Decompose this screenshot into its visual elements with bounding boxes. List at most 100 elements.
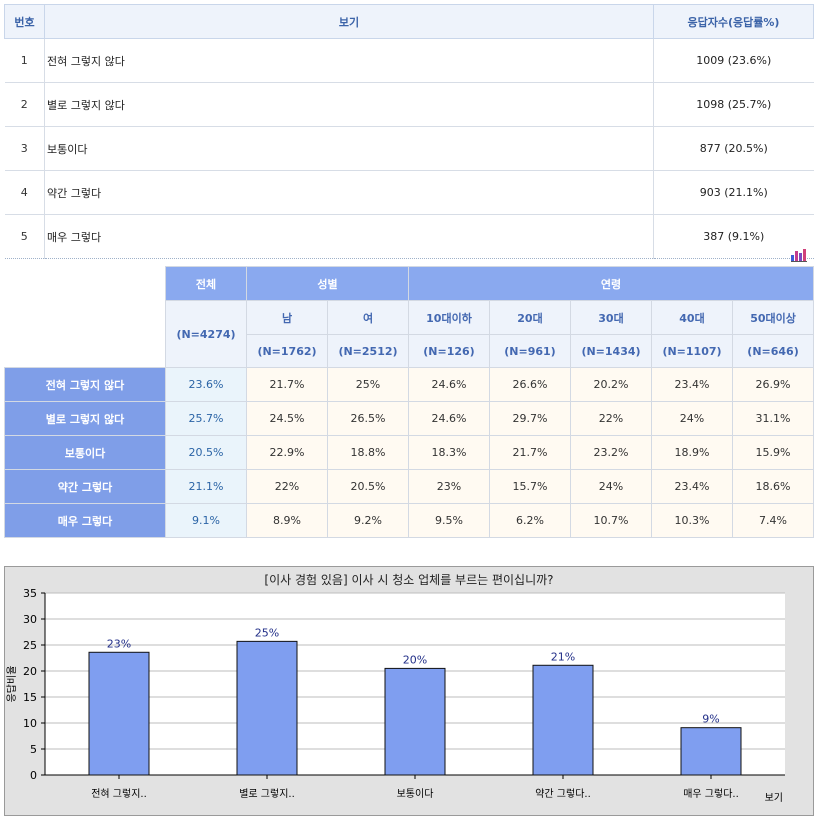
crosstab-cell: 9.5% <box>408 503 490 538</box>
crosstab-cell: 6.2% <box>489 503 571 538</box>
bar-chart: [이사 경험 있음] 이사 시 청소 업체를 부르는 편이십니까? 0 5 10 15… <box>4 566 814 816</box>
table-row: 2 별로 그렇지 않다 1098 (25.7%) <box>4 82 814 127</box>
header-total-n: (N=4274) <box>165 300 247 368</box>
chart-title: [이사 경험 있음] 이사 시 청소 업체를 부르는 편이십니까? <box>264 573 554 587</box>
crosstab-row: 전혀 그렇지 않다 23.6% 21.7% 25% 24.6% 26.6% 20.2% 23.… <box>4 367 815 402</box>
bar-chart-icon[interactable] <box>791 249 807 262</box>
y-tick-label: 35 <box>23 587 37 600</box>
header-count: 응답자수(응답률%) <box>653 4 814 39</box>
crosstab-row-label: 전혀 그렇지 않다 <box>4 367 166 402</box>
crosstab-total-cell: 23.6% <box>165 367 247 402</box>
row-count: 387 (9.1%) <box>653 214 814 259</box>
crosstab-row: 매우 그렇다 9.1% 8.9% 9.2% 9.5% 6.2% 10.7% 10.3% 7.4% <box>4 503 815 538</box>
y-tick-label: 0 <box>30 769 37 782</box>
crosstab-cell: 8.9% <box>246 503 328 538</box>
crosstab-row-label: 매우 그렇다 <box>4 503 166 538</box>
crosstab-cell: 24.5% <box>246 401 328 436</box>
crosstab-cell: 23.4% <box>651 367 733 402</box>
crosstab-row-label: 보통이다 <box>4 435 166 470</box>
y-tick-label: 30 <box>23 613 37 626</box>
n-age-30s: (N=1434) <box>570 334 652 368</box>
y-tick-label: 10 <box>23 717 37 730</box>
crosstab-cell: 24% <box>651 401 733 436</box>
data-label: 21% <box>551 650 575 663</box>
crosstab-total-cell: 25.7% <box>165 401 247 436</box>
data-label: 25% <box>255 626 279 639</box>
row-count: 903 (21.1%) <box>653 170 814 215</box>
header-option: 보기 <box>44 4 654 39</box>
crosstab-corner <box>4 266 166 368</box>
crosstab-cell: 23.2% <box>570 435 652 470</box>
n-age-20s: (N=961) <box>489 334 571 368</box>
n-age-10s: (N=126) <box>408 334 490 368</box>
n-female: (N=2512) <box>327 334 409 368</box>
bar <box>532 664 594 776</box>
crosstab-cell: 24% <box>570 469 652 504</box>
crosstab-cell: 29.7% <box>489 401 571 436</box>
x-tick-label: 별로 그렇지.. <box>239 787 295 800</box>
data-label: 9% <box>702 713 719 726</box>
crosstab-cell: 10.3% <box>651 503 733 538</box>
header-female: 여 <box>327 300 409 335</box>
crosstab-cell: 15.7% <box>489 469 571 504</box>
y-tick-label: 15 <box>23 691 37 704</box>
crosstab-table: 전체 성별 연령 (N=4274) 남 여 10대이하 20대 30대 40대 … <box>4 266 815 538</box>
crosstab-total-cell: 21.1% <box>165 469 247 504</box>
bar-chart-plot: 0 5 10 15 20 25 30 35 응답비율 23% 전혀 그렇지.. 25% 별로 그렇지..… <box>6 587 785 804</box>
crosstab-cell: 10.7% <box>570 503 652 538</box>
crosstab-cell: 18.8% <box>327 435 409 470</box>
row-no: 1 <box>4 38 45 83</box>
x-tick-label: 매우 그렇다.. <box>683 787 739 800</box>
n-age-50s: (N=646) <box>731 334 815 368</box>
crosstab-cell: 23.4% <box>651 469 733 504</box>
row-no: 5 <box>4 214 45 259</box>
crosstab-cell: 18.3% <box>408 435 490 470</box>
response-table-header: 번호 보기 응답자수(응답률%) <box>4 4 814 39</box>
response-table: 번호 보기 응답자수(응답률%) 1 전혀 그렇지 않다 1009 (23.6%… <box>4 4 814 259</box>
crosstab-cell: 18.9% <box>651 435 733 470</box>
header-age-30s: 30대 <box>570 300 652 335</box>
header-gender: 성별 <box>246 266 409 301</box>
crosstab-cell: 25% <box>327 367 409 402</box>
data-label: 20% <box>403 653 427 666</box>
header-total: 전체 <box>165 266 247 301</box>
header-age-10s: 10대이하 <box>408 300 490 335</box>
crosstab-cell: 20.5% <box>327 469 409 504</box>
row-label: 전혀 그렇지 않다 <box>44 38 654 83</box>
bar <box>384 667 446 776</box>
row-label: 보통이다 <box>44 126 654 171</box>
bar <box>236 640 298 776</box>
crosstab-cell: 24.6% <box>408 401 490 436</box>
crosstab-cell: 22% <box>246 469 328 504</box>
header-no: 번호 <box>4 4 45 39</box>
header-male: 남 <box>246 300 328 335</box>
crosstab-cell: 26.6% <box>489 367 571 402</box>
n-male: (N=1762) <box>246 334 328 368</box>
row-label: 약간 그렇다 <box>44 170 654 215</box>
crosstab-cell: 7.4% <box>731 503 815 538</box>
x-tick-label: 약간 그렇다.. <box>535 787 591 800</box>
crosstab-cell: 24.6% <box>408 367 490 402</box>
table-row: 4 약간 그렇다 903 (21.1%) <box>4 170 814 215</box>
n-age-40s: (N=1107) <box>651 334 733 368</box>
header-age-50s: 50대이상 <box>731 300 815 335</box>
data-label: 23% <box>107 637 131 650</box>
crosstab-cell: 9.2% <box>327 503 409 538</box>
y-axis-label: 응답비율 <box>6 666 18 703</box>
crosstab-cell: 26.5% <box>327 401 409 436</box>
x-tick-label: 보통이다 <box>397 788 434 800</box>
crosstab-cell: 31.1% <box>731 401 815 436</box>
crosstab-cell: 21.7% <box>489 435 571 470</box>
crosstab-cell: 15.9% <box>731 435 815 470</box>
row-label: 매우 그렇다 <box>44 214 654 259</box>
crosstab-cell: 23% <box>408 469 490 504</box>
row-label: 별로 그렇지 않다 <box>44 82 654 127</box>
crosstab-cell: 22% <box>570 401 652 436</box>
crosstab-cell: 18.6% <box>731 469 815 504</box>
row-no: 3 <box>4 126 45 171</box>
x-tick-label: 전혀 그렇지.. <box>91 787 147 800</box>
crosstab-row: 별로 그렇지 않다 25.7% 24.5% 26.5% 24.6% 29.7% 22% 24%… <box>4 401 815 436</box>
x-axis-label: 보기 <box>765 792 783 804</box>
table-row: 5 매우 그렇다 387 (9.1%) <box>4 214 814 259</box>
y-tick-label: 5 <box>30 743 37 756</box>
